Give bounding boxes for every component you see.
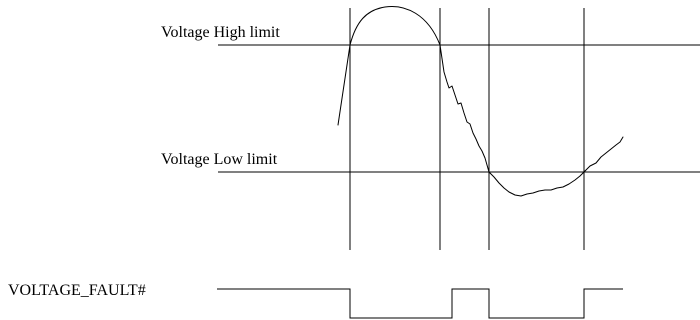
high-limit-label: Voltage High limit	[161, 24, 280, 41]
low-limit-label: Voltage Low limit	[161, 151, 278, 168]
fault-signal-label: VOLTAGE_FAULT#	[8, 282, 146, 299]
fault-signal-waveform	[217, 288, 623, 319]
voltage-waveform	[337, 5, 624, 197]
